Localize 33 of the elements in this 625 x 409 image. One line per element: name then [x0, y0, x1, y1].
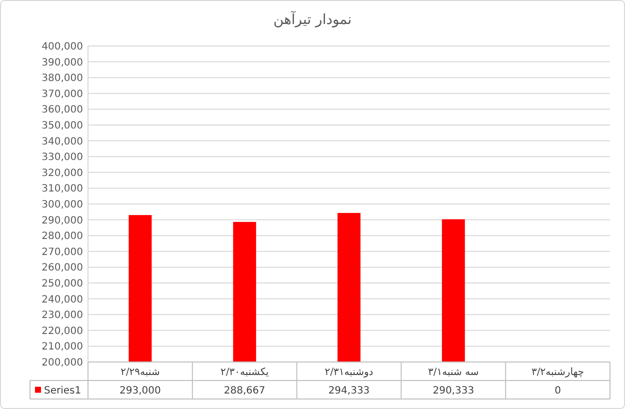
y-tick-label: 200,000 [42, 358, 83, 368]
data-label: 290,333 [432, 385, 474, 396]
data-label: 294,333 [328, 385, 370, 396]
x-tick-label: دوشنبه۲/۳۱ [324, 366, 374, 378]
y-tick-label: 350,000 [42, 120, 83, 132]
y-tick-label: 380,000 [42, 73, 83, 84]
y-tick-label: 370,000 [42, 88, 83, 100]
y-tick-label: 290,000 [42, 215, 83, 226]
y-tick-label: 220,000 [42, 326, 83, 337]
y-tick-label: 360,000 [42, 104, 83, 116]
x-tick-label: شنبه۲/۲۹ [120, 366, 160, 378]
y-tick-label: 400,000 [42, 42, 83, 52]
y-tick-label: 330,000 [42, 152, 83, 164]
x-tick-label: سه شنبه۳/۱ [428, 366, 479, 378]
y-tick-label: 230,000 [42, 310, 83, 322]
y-tick-label: 310,000 [42, 184, 83, 195]
y-tick-label: 300,000 [42, 200, 83, 210]
data-label: 288,667 [224, 385, 266, 396]
text: 0 [554, 385, 561, 396]
y-tick-label: 210,000 [42, 342, 83, 353]
y-tick-label: 250,000 [42, 278, 83, 290]
y-tick-label: 390,000 [42, 57, 83, 68]
y-tick-label: 260,000 [42, 262, 83, 274]
y-tick-label: 240,000 [42, 294, 83, 306]
y-tick-label: 270,000 [42, 246, 83, 258]
x-tick-label: یکشنبه۲/۳۰ [220, 366, 269, 378]
y-tick-label: 320,000 [42, 168, 83, 179]
chart-title: نمودار تیرآهن [273, 10, 352, 28]
legend-label: Series1 [44, 385, 82, 396]
y-tick-label: 340,000 [42, 136, 83, 148]
y-tick-label: 280,000 [42, 231, 83, 242]
x-tick-label: چهارشنبه۳/۲ [532, 366, 584, 378]
data-label: 293,000 [120, 385, 161, 396]
